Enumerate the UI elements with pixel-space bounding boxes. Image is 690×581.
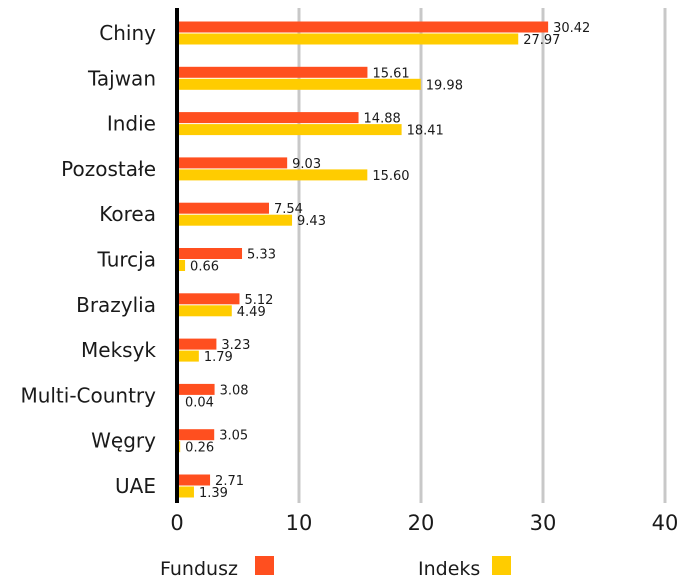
category-label: Pozostałe [61, 157, 156, 181]
data-label: 3.05 [219, 429, 248, 444]
data-label: 3.08 [220, 383, 249, 398]
data-label: 14.88 [364, 112, 401, 127]
bar-fundusz [177, 293, 240, 305]
data-label: 15.60 [372, 169, 409, 184]
bar-indeks [177, 78, 421, 90]
x-tick-label: 40 [652, 511, 679, 535]
bar-fundusz [177, 383, 215, 395]
legend-swatch [492, 556, 511, 575]
bar-fundusz [177, 157, 288, 169]
data-label: 0.26 [185, 441, 214, 456]
category-label: Multi-Country [20, 383, 156, 407]
bar-indeks [177, 124, 402, 136]
bar-fundusz [177, 202, 269, 214]
bar-fundusz [177, 338, 217, 350]
category-label: Turcja [97, 248, 156, 272]
data-label: 2.71 [215, 474, 244, 489]
data-label: 4.49 [237, 305, 266, 320]
category-label: Tajwan [87, 66, 156, 90]
bar-fundusz [177, 66, 368, 78]
legend-label: Fundusz [160, 558, 238, 580]
category-label: UAE [115, 474, 156, 498]
data-label: 19.98 [426, 78, 463, 93]
bar-indeks [177, 33, 519, 45]
category-label: Chiny [99, 21, 156, 45]
data-label: 3.23 [221, 338, 250, 353]
data-label: 1.79 [204, 350, 233, 365]
x-tick-label: 0 [170, 511, 183, 535]
bar-fundusz [177, 112, 359, 124]
category-label: Meksyk [81, 338, 156, 362]
data-label: 0.04 [185, 395, 214, 410]
data-label: 18.41 [407, 124, 444, 139]
bar-fundusz [177, 474, 211, 486]
x-tick-label: 20 [408, 511, 435, 535]
bar-indeks [177, 305, 232, 317]
x-tick-label: 10 [286, 511, 313, 535]
data-label: 5.33 [247, 248, 276, 263]
category-label: Brazylia [76, 293, 156, 317]
bar-indeks [177, 486, 194, 498]
category-label: Korea [99, 202, 156, 226]
x-tick-label: 30 [530, 511, 557, 535]
data-label: 1.39 [199, 486, 228, 501]
category-label: Indie [107, 112, 156, 136]
bar-fundusz [177, 21, 549, 33]
data-label: 0.66 [190, 260, 219, 275]
bar-indeks [177, 169, 368, 181]
bar-indeks [177, 260, 186, 271]
bar-indeks [177, 214, 293, 226]
bar-fundusz [177, 429, 215, 441]
data-label: 9.03 [292, 157, 321, 172]
data-label: 7.54 [274, 202, 303, 217]
data-label: 27.97 [523, 33, 560, 48]
bar-indeks [177, 350, 199, 362]
legend-swatch [255, 556, 274, 575]
data-label: 15.61 [372, 66, 409, 81]
data-label: 9.43 [297, 214, 326, 229]
category-label: Węgry [91, 429, 156, 453]
bar-fundusz [177, 248, 243, 259]
data-label: 30.42 [553, 21, 590, 36]
data-label: 5.12 [244, 293, 273, 308]
legend-label: Indeks [418, 558, 480, 580]
